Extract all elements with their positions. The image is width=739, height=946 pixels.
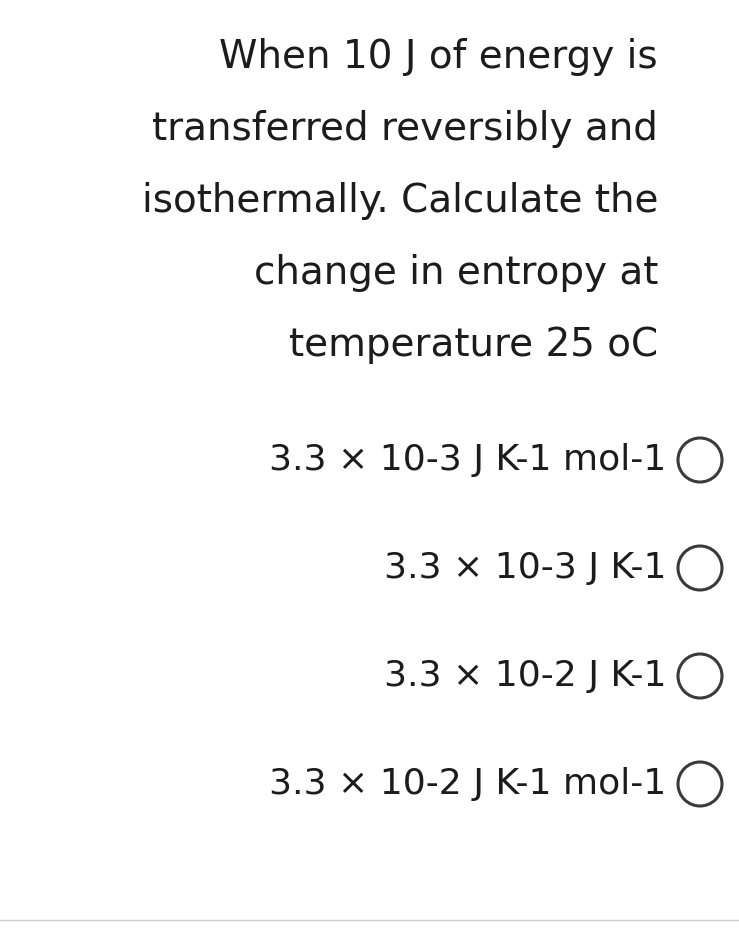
Text: 3.3 × 10-3 J K-1 mol-1: 3.3 × 10-3 J K-1 mol-1 <box>269 443 666 477</box>
Text: 3.3 × 10-3 J K-1: 3.3 × 10-3 J K-1 <box>384 551 666 585</box>
Text: 3.3 × 10-2 J K-1: 3.3 × 10-2 J K-1 <box>384 659 666 693</box>
Text: transferred reversibly and: transferred reversibly and <box>152 110 658 148</box>
Text: 3.3 × 10-2 J K-1 mol-1: 3.3 × 10-2 J K-1 mol-1 <box>269 767 666 801</box>
Text: isothermally. Calculate the: isothermally. Calculate the <box>141 182 658 220</box>
Text: When 10 J of energy is: When 10 J of energy is <box>219 38 658 76</box>
Text: temperature 25 oC: temperature 25 oC <box>289 326 658 364</box>
Text: change in entropy at: change in entropy at <box>253 254 658 292</box>
